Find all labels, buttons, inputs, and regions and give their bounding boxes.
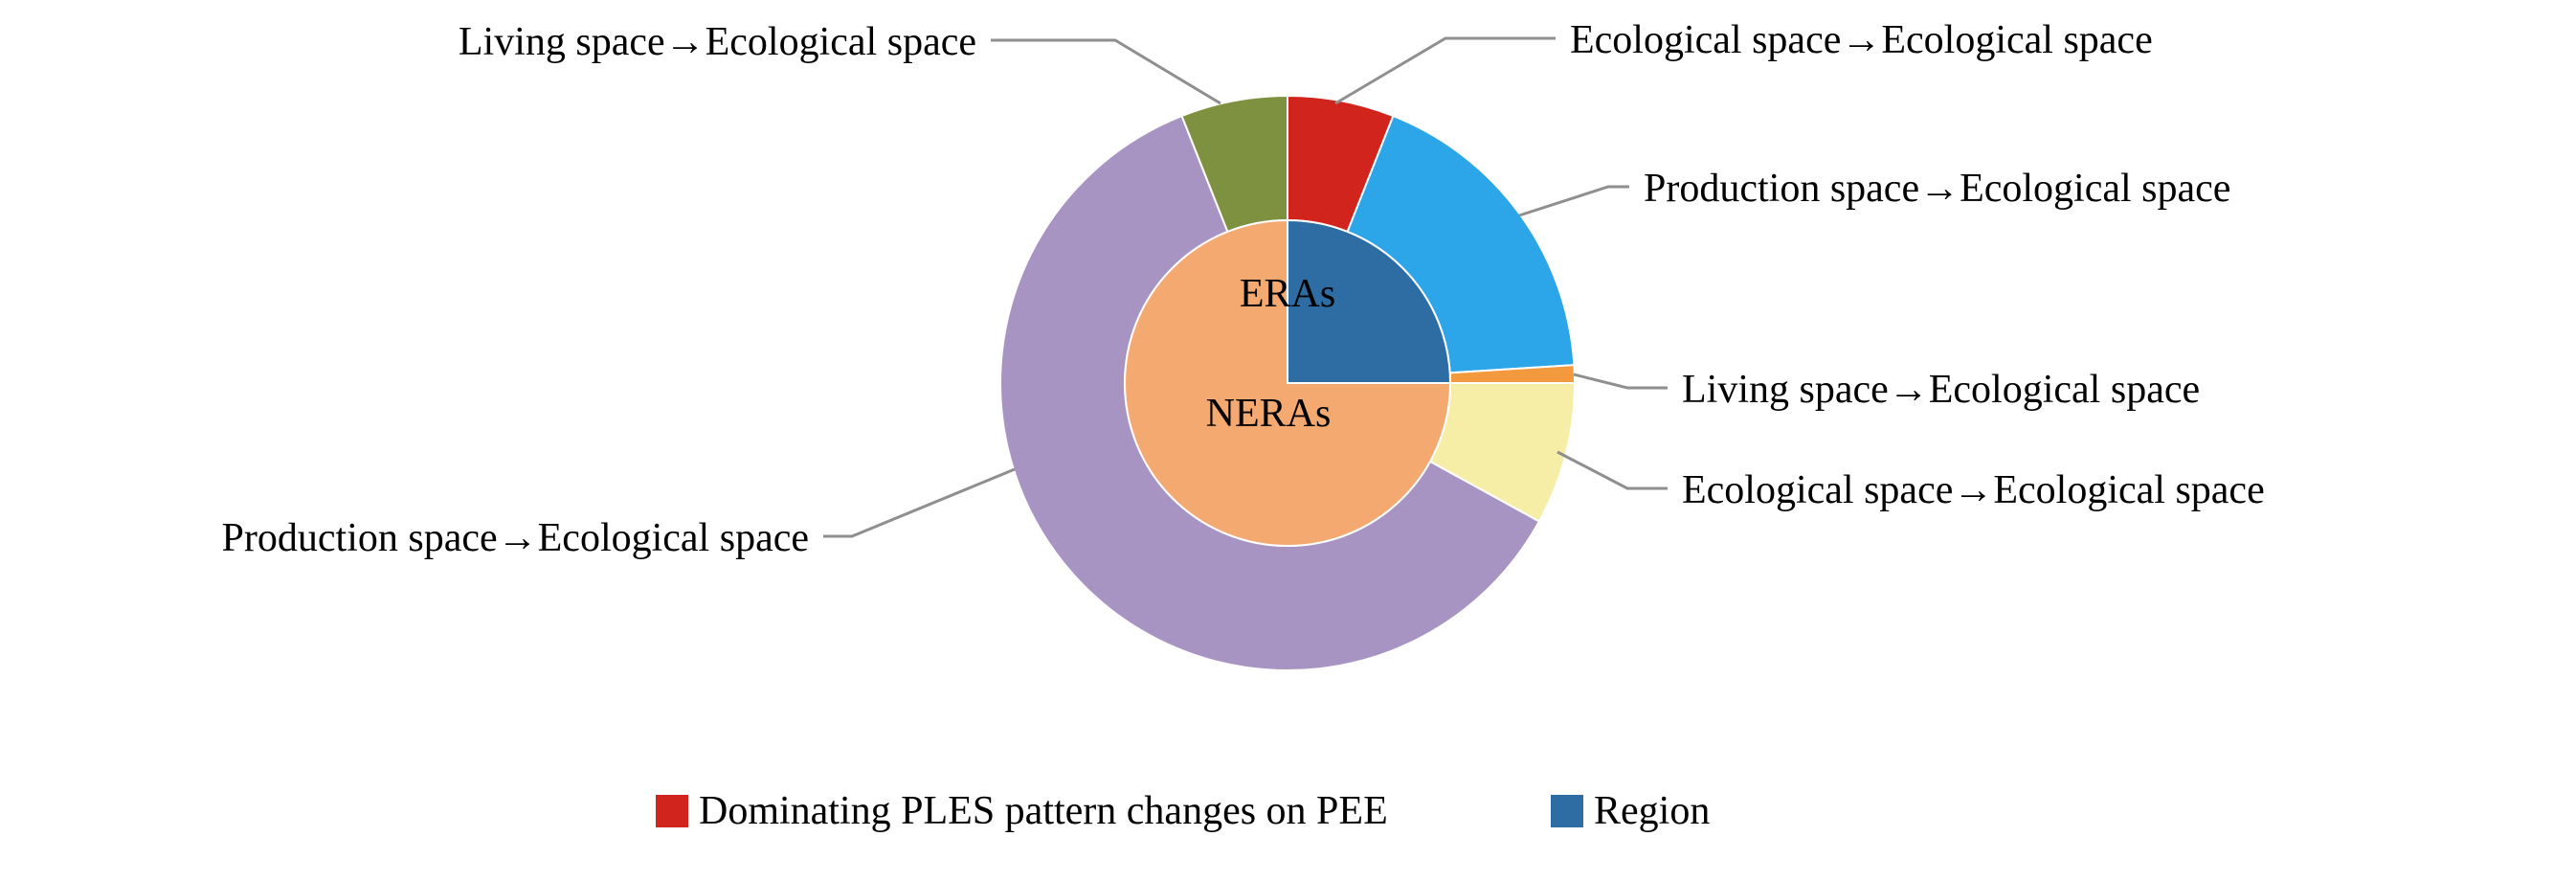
inner-label-neras: NERAs <box>1206 392 1332 436</box>
inner-label-eras: ERAs <box>1240 272 1335 316</box>
leader-prod-eco-nera <box>823 469 1015 536</box>
nested-donut-chart: Ecological space→Ecological space Product… <box>0 0 2576 882</box>
leader-eco-eco-nera <box>1557 452 1668 488</box>
outer-label-prod-eco-era: Production space→Ecological space <box>1644 167 2230 211</box>
outer-label-prod-eco-nera: Production space→Ecological space <box>222 516 809 560</box>
leader-liv-eco-nera <box>991 40 1221 103</box>
outer-label-liv-eco-era: Living space→Ecological space <box>1682 368 2200 412</box>
leader-prod-eco-era <box>1519 187 1629 215</box>
legend-swatch-0 <box>656 795 688 827</box>
legend-label-0: Dominating PLES pattern changes on PEE <box>699 789 1388 833</box>
leader-eco-eco-era <box>1335 38 1556 103</box>
legend-label-1: Region <box>1594 789 1710 833</box>
outer-label-eco-eco-nera: Ecological space→Ecological space <box>1682 468 2265 512</box>
outer-label-liv-eco-nera: Living space→Ecological space <box>459 20 976 64</box>
legend-swatch-1 <box>1551 795 1583 827</box>
chart-svg: Ecological space→Ecological space Product… <box>0 0 2576 882</box>
outer-label-eco-eco-era: Ecological space→Ecological space <box>1570 18 2153 62</box>
leader-liv-eco-era <box>1574 374 1668 388</box>
